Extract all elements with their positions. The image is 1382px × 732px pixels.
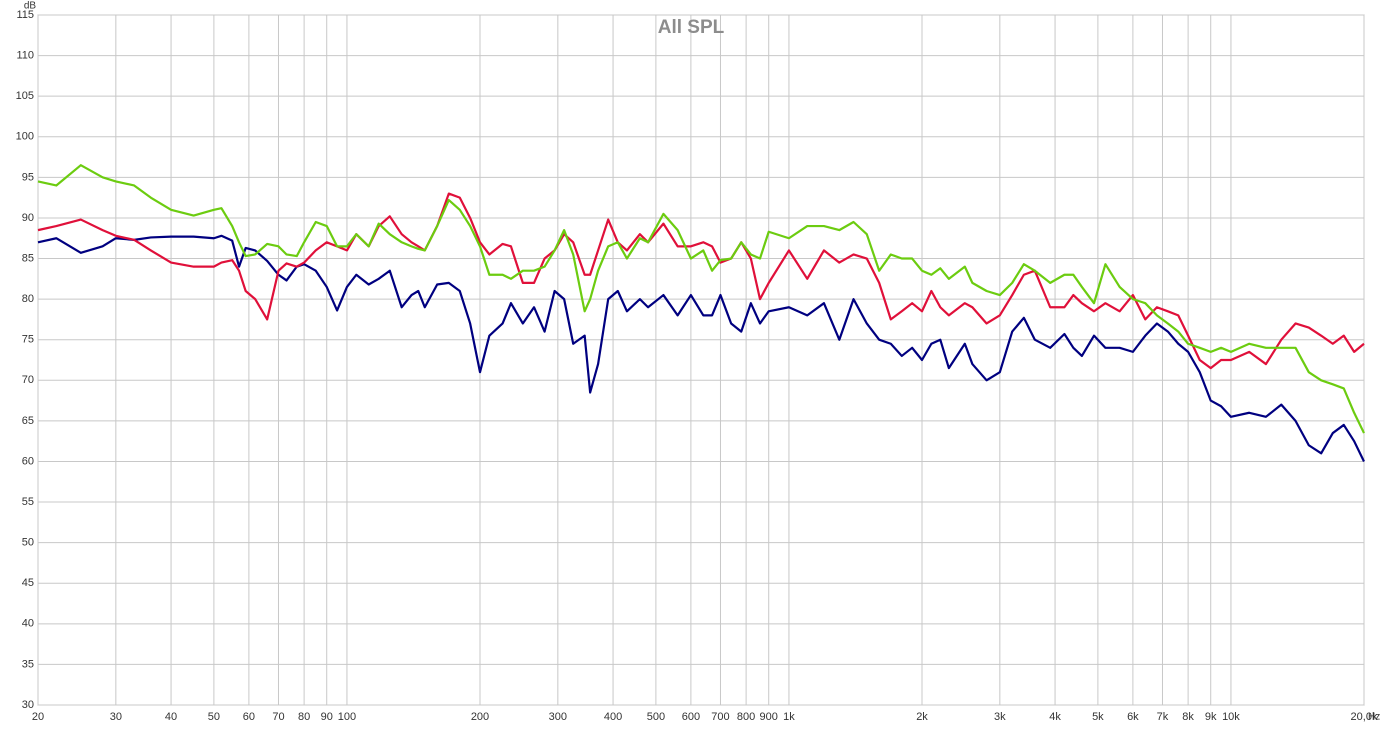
- x-tick-label: 60: [243, 711, 255, 723]
- lines: [37, 164, 1365, 462]
- y-tick-label: 30: [22, 699, 34, 711]
- x-tick-label: 20,0k: [1351, 711, 1378, 723]
- x-tick-label: 800: [737, 711, 755, 723]
- x-tick-label: 400: [604, 711, 622, 723]
- chart-title: All SPL: [658, 17, 725, 38]
- y-tick-label: 105: [16, 90, 34, 102]
- x-tick-label: 50: [208, 711, 220, 723]
- x-tick-label: 4k: [1049, 711, 1061, 723]
- y-tick-label: 80: [22, 293, 34, 305]
- y-tick-label: 90: [22, 212, 34, 224]
- x-tick-label: 20: [32, 711, 44, 723]
- grid: [37, 14, 1365, 706]
- x-tick-label: 30: [110, 711, 122, 723]
- y-tick-label: 50: [22, 537, 34, 549]
- y-tick-label: 70: [22, 374, 34, 386]
- x-tick-label: 3k: [994, 711, 1006, 723]
- x-tick-label: 900: [760, 711, 778, 723]
- plot-area: [37, 14, 1365, 706]
- y-tick-label: 115: [16, 9, 34, 21]
- y-tick-label: 60: [22, 455, 34, 467]
- y-tick-label: 100: [16, 131, 34, 143]
- x-tick-label: 10k: [1222, 711, 1240, 723]
- y-tick-label: 85: [22, 252, 34, 264]
- y-axis-unit: dB: [24, 1, 37, 12]
- x-tick-label: 9k: [1205, 711, 1217, 723]
- x-tick-label: 90: [321, 711, 333, 723]
- x-tick-label: 70: [272, 711, 284, 723]
- x-tick-label: 700: [711, 711, 729, 723]
- y-tick-label: 95: [22, 171, 34, 183]
- labels: 30 35 40 45 50 55 60 65 70 75 80 85 90 95 100 105 110 115…: [16, 9, 1378, 723]
- series-line: [37, 164, 1365, 434]
- y-tick-label: 40: [22, 618, 34, 630]
- x-tick-label: 5k: [1092, 711, 1104, 723]
- series-line: [37, 192, 1365, 370]
- x-tick-label: 6k: [1127, 711, 1139, 723]
- x-tick-label: 200: [471, 711, 489, 723]
- y-tick-label: 75: [22, 334, 34, 346]
- x-tick-label: 7k: [1157, 711, 1169, 723]
- x-tick-label: 500: [647, 711, 665, 723]
- y-tick-label: 110: [16, 49, 34, 61]
- x-tick-label: 2k: [916, 711, 928, 723]
- y-tick-label: 65: [22, 415, 34, 427]
- x-tick-label: 100: [338, 711, 356, 723]
- y-tick-label: 35: [22, 658, 34, 670]
- x-axis-unit: Hz: [1368, 712, 1380, 723]
- x-tick-label: 300: [549, 711, 567, 723]
- y-tick-label: 45: [22, 577, 34, 589]
- x-tick-label: 1k: [783, 711, 795, 723]
- x-tick-label: 80: [298, 711, 310, 723]
- y-tick-label: 55: [22, 496, 34, 508]
- x-tick-label: 40: [165, 711, 177, 723]
- x-tick-label: 600: [682, 711, 700, 723]
- x-tick-label: 8k: [1182, 711, 1194, 723]
